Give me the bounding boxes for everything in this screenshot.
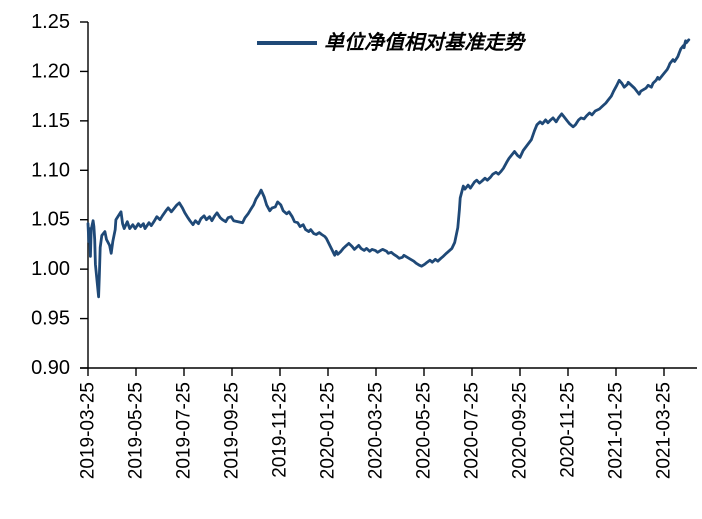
y-axis-tick-label: 1.25 bbox=[31, 11, 70, 33]
x-axis-tick-label: 2020-09-25 bbox=[510, 382, 531, 479]
series-line bbox=[86, 38, 691, 299]
y-axis-tick-labels: 1.25 1.20 1.15 1.10 1.05 1.00 0.95 0.90 bbox=[31, 11, 70, 379]
series-group bbox=[86, 38, 691, 299]
y-axis-tick-label: 1.20 bbox=[31, 60, 70, 82]
x-axis-tick-label: 2019-11-25 bbox=[270, 382, 291, 478]
x-axis-tick-label: 2021-01-25 bbox=[606, 382, 627, 479]
x-axis-tick-label: 2020-01-25 bbox=[318, 382, 339, 479]
x-axis-tick-label: 2020-07-25 bbox=[462, 382, 483, 479]
x-axis-tick-label: 2020-11-25 bbox=[558, 382, 579, 478]
x-axis-tick-label: 2020-05-25 bbox=[414, 382, 435, 479]
x-axis-tick-label: 2020-03-25 bbox=[366, 382, 387, 479]
x-axis-tick-label: 2021-03-25 bbox=[654, 382, 675, 479]
x-axis-tick-label: 2019-03-25 bbox=[78, 382, 99, 479]
chart-axes bbox=[80, 21, 697, 376]
legend-series-label: 单位净值相对基准走势 bbox=[324, 31, 527, 54]
x-axis-tick-labels: 2019-03-25 2019-05-25 2019-07-25 2019-09-25… bbox=[78, 382, 675, 479]
y-axis-tick-label: 1.15 bbox=[31, 110, 70, 132]
x-axis-tick-label: 2019-07-25 bbox=[174, 382, 195, 479]
y-axis-tick-label: 1.00 bbox=[31, 258, 70, 280]
x-axis-tick-label: 2019-05-25 bbox=[126, 382, 147, 479]
y-axis-tick-label: 1.10 bbox=[31, 159, 70, 181]
y-axis-tick-label: 0.90 bbox=[31, 357, 70, 379]
y-axis-tick-label: 0.95 bbox=[31, 308, 70, 330]
y-axis-tick-label: 1.05 bbox=[31, 209, 70, 231]
chart-legend: 单位净值相对基准走势 bbox=[257, 31, 527, 54]
x-axis-tick-label: 2019-09-25 bbox=[222, 382, 243, 479]
